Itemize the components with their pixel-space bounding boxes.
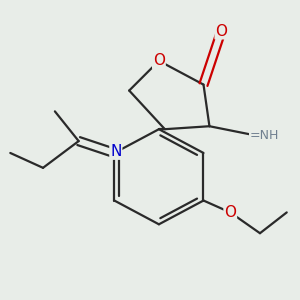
Text: O: O [153, 53, 165, 68]
Text: O: O [224, 205, 236, 220]
Text: N: N [110, 144, 122, 159]
Text: =NH: =NH [250, 129, 279, 142]
Text: O: O [215, 24, 227, 39]
